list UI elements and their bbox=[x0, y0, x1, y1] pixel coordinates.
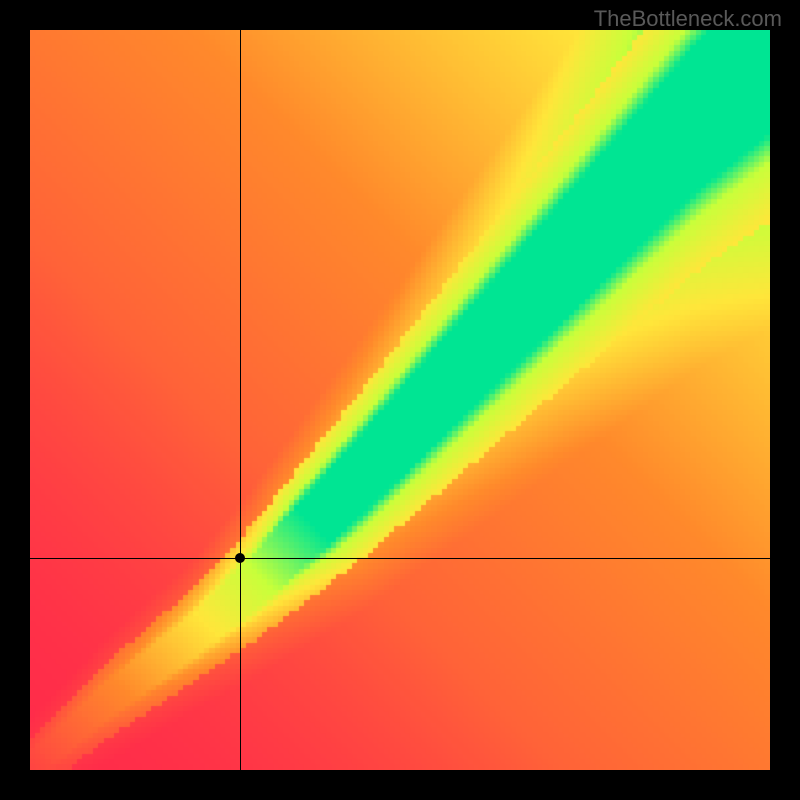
figure-container: TheBottleneck.com bbox=[0, 0, 800, 800]
crosshair-vertical bbox=[240, 30, 241, 770]
watermark-text: TheBottleneck.com bbox=[594, 6, 782, 32]
heatmap-canvas bbox=[30, 30, 770, 770]
marker-dot bbox=[235, 553, 245, 563]
plot-area bbox=[30, 30, 770, 770]
crosshair-horizontal bbox=[30, 558, 770, 559]
